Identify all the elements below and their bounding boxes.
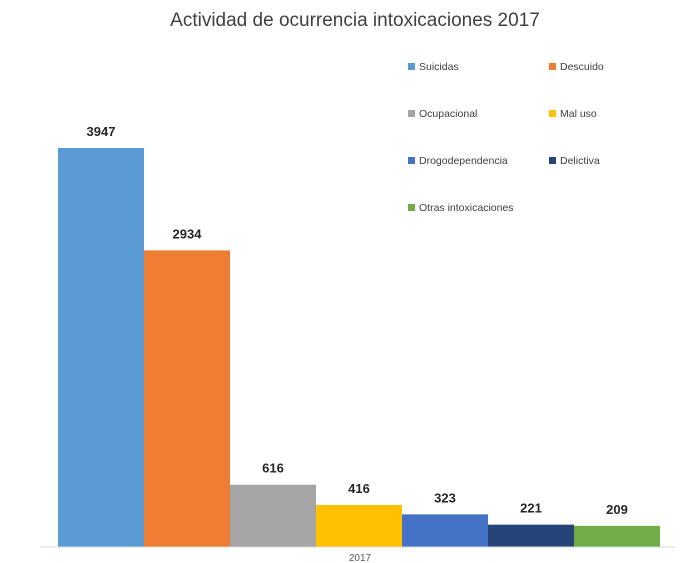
- legend-item-mal-uso: Mal uso: [549, 108, 597, 120]
- data-label-descuido: 2934: [173, 226, 203, 241]
- data-label-delictiva: 221: [520, 501, 542, 516]
- data-labels-group: 3947 2934 616 416 323 221 209: [87, 124, 628, 517]
- bar-otras-intoxicaciones: [574, 525, 660, 547]
- bar-drogodependencia: [402, 514, 488, 547]
- legend-item-ocupacional: Ocupacional: [408, 108, 477, 120]
- legend-swatch-ocupacional: [408, 110, 415, 117]
- legend-label-otras-intoxicaciones: Otras intoxicaciones: [419, 202, 514, 214]
- x-tick-label: 2017: [349, 553, 372, 563]
- data-label-suicidas: 3947: [87, 124, 116, 139]
- legend-item-suicidas: Suicidas: [408, 61, 459, 73]
- legend-swatch-suicidas: [408, 63, 415, 70]
- legend-label-delictiva: Delictiva: [560, 155, 600, 167]
- legend-item-descuido: Descuido: [549, 61, 604, 73]
- legend-label-drogodependencia: Drogodependencia: [419, 155, 508, 167]
- legend-label-mal-uso: Mal uso: [560, 108, 597, 120]
- bars-group: [58, 148, 660, 547]
- bar-delictiva: [488, 524, 574, 547]
- legend-item-delictiva: Delictiva: [549, 155, 600, 167]
- data-label-mal-uso: 416: [348, 481, 370, 496]
- bar-ocupacional: [230, 484, 316, 547]
- legend-label-ocupacional: Ocupacional: [419, 108, 477, 120]
- bar-descuido: [144, 250, 230, 547]
- legend-label-descuido: Descuido: [560, 61, 604, 73]
- legend-item-drogodependencia: Drogodependencia: [408, 155, 508, 167]
- legend-swatch-delictiva: [549, 157, 556, 164]
- data-label-ocupacional: 616: [262, 461, 284, 476]
- chart-title: Actividad de ocurrencia intoxicaciones 2…: [170, 10, 540, 31]
- bar-mal-uso: [316, 504, 402, 547]
- legend-item-otras-intoxicaciones: Otras intoxicaciones: [408, 202, 514, 214]
- legend-swatch-mal-uso: [549, 110, 556, 117]
- data-label-otras-intoxicaciones: 209: [606, 502, 628, 517]
- legend-swatch-descuido: [549, 63, 556, 70]
- legend-swatch-otras-intoxicaciones: [408, 204, 415, 211]
- legend-label-suicidas: Suicidas: [419, 61, 459, 73]
- data-label-drogodependencia: 323: [434, 490, 456, 505]
- bar-suicidas: [58, 148, 144, 547]
- legend-swatch-drogodependencia: [408, 157, 415, 164]
- legend: Suicidas Descuido Ocupacional Mal uso Drogod…: [408, 61, 604, 214]
